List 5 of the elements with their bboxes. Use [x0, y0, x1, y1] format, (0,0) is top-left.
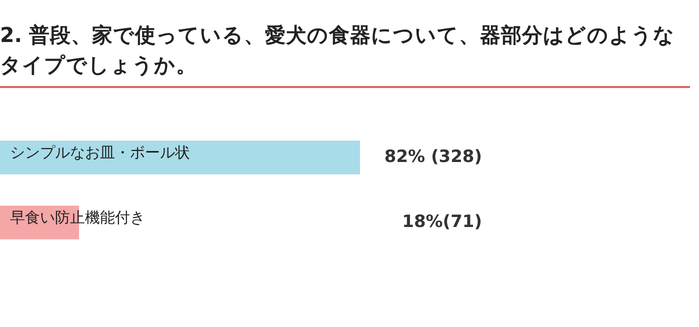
- data-label: 18%(71): [402, 212, 482, 232]
- y-tick-label: 早食い防止機能付き: [10, 208, 145, 226]
- chart-title: 2. 普段、家で使っている、愛犬の食器について、器部分はどのようなタイプでしょうか。: [0, 22, 676, 79]
- y-tick-label: シンプルなお皿・ボール状: [10, 143, 190, 162]
- data-label: 82% (328): [384, 146, 482, 167]
